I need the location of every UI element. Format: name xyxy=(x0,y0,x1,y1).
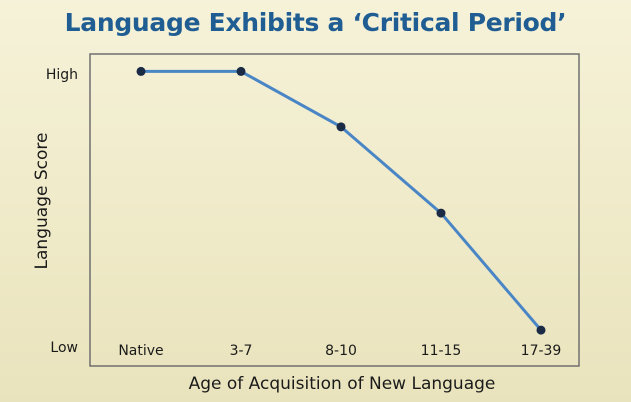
x-tick-label: Native xyxy=(118,343,163,359)
series-line xyxy=(141,69,543,332)
data-point xyxy=(136,66,146,76)
y-tick-high: High xyxy=(46,67,78,83)
x-axis-label: Age of Acquisition of New Language xyxy=(189,374,496,394)
data-point xyxy=(436,208,446,218)
data-point xyxy=(536,325,546,335)
plot-frame xyxy=(89,53,580,367)
x-tick-labels: Native 3-7 8-10 11-15 17-39 xyxy=(118,343,561,359)
y-axis-label: Language Score xyxy=(32,133,52,270)
x-tick-label: 8-10 xyxy=(325,343,357,359)
series-layer xyxy=(136,66,546,335)
x-tick-label: 3-7 xyxy=(230,343,253,359)
data-point xyxy=(336,122,346,132)
x-tick-label: 11-15 xyxy=(421,343,462,359)
data-point xyxy=(236,66,246,76)
x-tick-label: 17-39 xyxy=(521,343,562,359)
chart-title: Language Exhibits a ‘Critical Period’ xyxy=(64,8,567,37)
y-tick-low: Low xyxy=(50,340,78,356)
